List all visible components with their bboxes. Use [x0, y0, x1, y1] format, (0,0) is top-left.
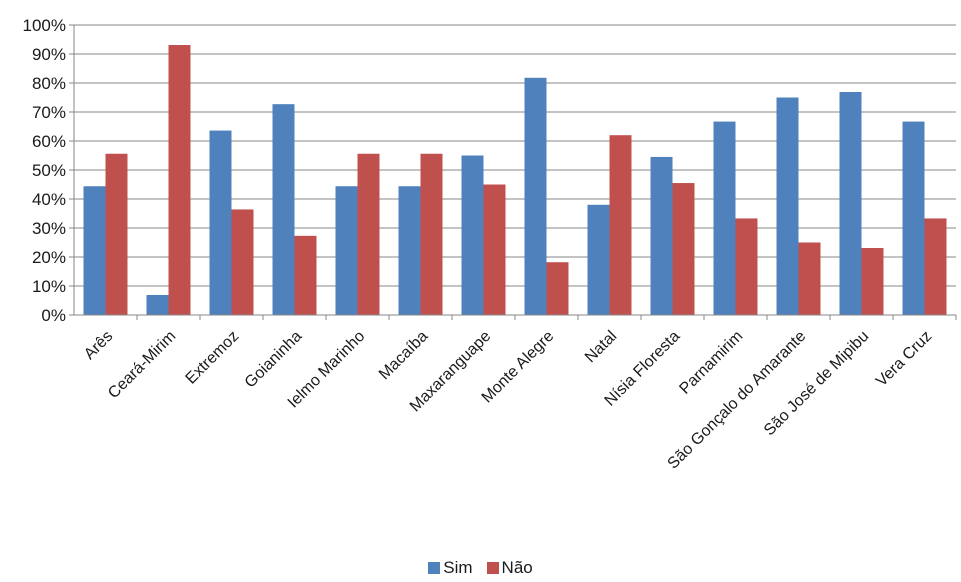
bar-sim: [776, 97, 799, 315]
y-tick-label: 10%: [32, 277, 66, 296]
y-tick-label: 40%: [32, 190, 66, 209]
bar-sim: [209, 130, 232, 315]
bar-nao: [357, 153, 380, 315]
bar-nao: [672, 183, 695, 315]
bar-sim: [146, 294, 169, 315]
bar-nao: [798, 242, 821, 315]
bar-nao: [861, 248, 884, 315]
legend-item-nao: Não: [486, 558, 533, 578]
y-tick-label: 70%: [32, 103, 66, 122]
legend-swatch-sim: [428, 562, 441, 574]
bar-nao: [609, 135, 632, 315]
y-tick-label: 100%: [23, 16, 66, 35]
y-tick-label: 0%: [41, 306, 66, 325]
legend: Sim Não: [0, 558, 961, 578]
bar-sim: [587, 204, 610, 315]
y-axis-ticks: 0% 10% 20% 30% 40% 50% 60% 70% 80% 90% 100%: [23, 16, 74, 325]
bar-nao: [483, 184, 506, 315]
bar-chart: 0% 10% 20% 30% 40% 50% 60% 70% 80% 90% 100% ArêsCe…: [23, 16, 957, 473]
legend-swatch-nao: [486, 562, 499, 574]
legend-label-sim: Sim: [443, 558, 473, 577]
bar-sim: [335, 186, 358, 315]
bar-nao: [735, 218, 758, 315]
gridlines: [74, 24, 956, 287]
x-tick-label: Goianinha: [242, 328, 306, 392]
bar-sim: [902, 121, 925, 315]
x-tick-label: Vera Cruz: [873, 328, 935, 390]
bar-nao: [294, 235, 317, 315]
bar-sim: [398, 186, 421, 315]
bar-sim: [839, 91, 862, 316]
bar-nao: [231, 209, 254, 315]
legend-item-sim: Sim: [428, 558, 473, 578]
bar-sim: [524, 77, 547, 315]
x-tick-label: Macaíba: [376, 328, 431, 383]
bars: [83, 45, 947, 316]
bar-sim: [461, 155, 484, 315]
bar-sim: [713, 121, 736, 315]
x-tick-label: Extremoz: [183, 328, 243, 388]
x-tick-label: Parnamirim: [676, 328, 746, 398]
x-axis: [73, 25, 957, 320]
y-tick-label: 60%: [32, 132, 66, 151]
bar-nao: [105, 153, 128, 315]
x-tick-label: Natal: [582, 328, 620, 366]
bar-nao: [168, 45, 191, 315]
bar-sim: [83, 186, 106, 315]
y-tick-label: 80%: [32, 74, 66, 93]
y-tick-label: 20%: [32, 248, 66, 267]
legend-label-nao: Não: [501, 558, 533, 577]
y-tick-label: 90%: [32, 45, 66, 64]
bar-nao: [924, 218, 947, 315]
bar-nao: [546, 262, 569, 315]
x-tick-label: São José de Mipibu: [761, 328, 872, 439]
bar-sim: [272, 104, 295, 315]
bar-nao: [420, 153, 443, 315]
y-tick-label: 50%: [32, 161, 66, 180]
y-tick-label: 30%: [32, 219, 66, 238]
x-tick-label: Arês: [81, 328, 116, 363]
bar-sim: [650, 156, 673, 315]
x-tick-label: Ceará-Mirim: [105, 328, 179, 402]
